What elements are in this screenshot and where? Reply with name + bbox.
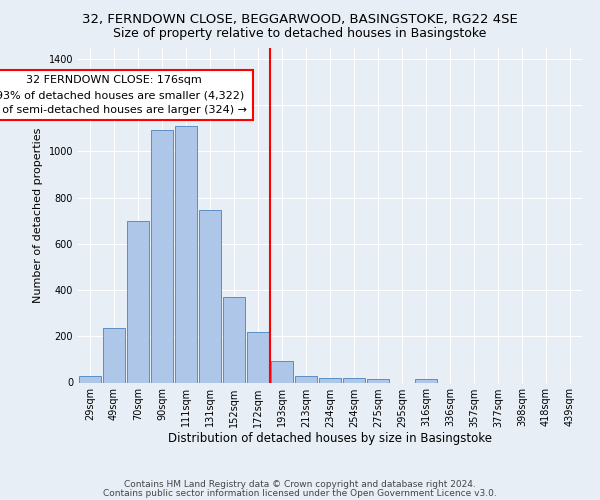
Bar bbox=[79, 376, 101, 382]
Bar bbox=[271, 360, 293, 382]
Bar bbox=[319, 378, 341, 382]
Bar bbox=[199, 210, 221, 382]
Bar bbox=[151, 130, 173, 382]
Bar bbox=[175, 126, 197, 382]
Text: 32, FERNDOWN CLOSE, BEGGARWOOD, BASINGSTOKE, RG22 4SE: 32, FERNDOWN CLOSE, BEGGARWOOD, BASINGST… bbox=[82, 12, 518, 26]
Text: Contains HM Land Registry data © Crown copyright and database right 2024.: Contains HM Land Registry data © Crown c… bbox=[124, 480, 476, 489]
Bar bbox=[295, 376, 317, 382]
X-axis label: Distribution of detached houses by size in Basingstoke: Distribution of detached houses by size … bbox=[168, 432, 492, 446]
Bar bbox=[367, 379, 389, 382]
Bar bbox=[415, 379, 437, 382]
Bar bbox=[343, 378, 365, 382]
Text: Size of property relative to detached houses in Basingstoke: Size of property relative to detached ho… bbox=[113, 28, 487, 40]
Text: 32 FERNDOWN CLOSE: 176sqm
← 93% of detached houses are smaller (4,322)
7% of sem: 32 FERNDOWN CLOSE: 176sqm ← 93% of detac… bbox=[0, 75, 247, 115]
Bar bbox=[223, 297, 245, 382]
Bar bbox=[247, 332, 269, 382]
Bar bbox=[127, 221, 149, 382]
Y-axis label: Number of detached properties: Number of detached properties bbox=[33, 128, 43, 302]
Bar bbox=[103, 328, 125, 382]
Text: Contains public sector information licensed under the Open Government Licence v3: Contains public sector information licen… bbox=[103, 488, 497, 498]
